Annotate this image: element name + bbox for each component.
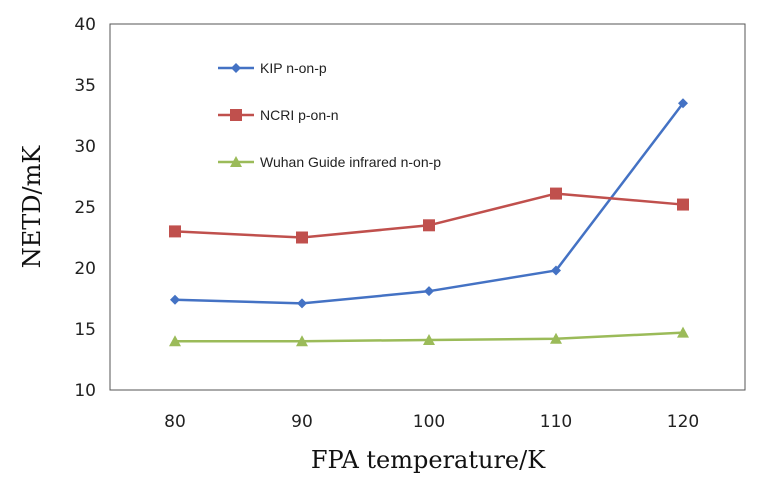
y-tick-label: 40	[74, 15, 96, 35]
y-tick-label: 10	[74, 381, 96, 401]
x-tick-label: 110	[540, 412, 572, 432]
legend-marker	[230, 109, 242, 121]
series-line	[174, 102, 684, 305]
data-point	[551, 265, 561, 276]
data-point	[550, 332, 562, 344]
x-axis-title: FPA temperature/K	[311, 446, 546, 474]
data-point	[678, 98, 688, 109]
legend-label: Wuhan Guide infrared n-on-p	[260, 154, 441, 170]
data-point	[677, 326, 689, 338]
x-tick-label: 80	[164, 412, 186, 432]
data-point	[423, 333, 435, 345]
data-point	[296, 231, 308, 244]
data-point	[423, 219, 435, 232]
legend-label: NCRI p-on-n	[260, 107, 339, 123]
y-tick-label: 35	[74, 76, 96, 96]
y-axis-title: NETD/mK	[18, 145, 46, 269]
y-tick-label: 25	[74, 198, 96, 218]
legend-entry: Wuhan Guide infrared n-on-p	[218, 154, 441, 170]
series-2	[169, 187, 689, 244]
data-point	[170, 294, 180, 305]
data-point	[296, 335, 308, 347]
data-point	[677, 198, 689, 211]
y-tick-label: 30	[74, 137, 96, 157]
plot-area-border	[109, 23, 746, 391]
y-tick-label: 15	[74, 320, 96, 340]
legend-entry: KIP n-on-p	[218, 60, 327, 76]
x-tick-label: 90	[291, 412, 313, 432]
series-1	[170, 98, 688, 309]
series-3	[169, 326, 689, 347]
data-point	[297, 298, 307, 309]
x-tick-label: 120	[667, 412, 699, 432]
legend-entry: NCRI p-on-n	[218, 107, 339, 123]
x-tick-label: 100	[413, 412, 445, 432]
legend-label: KIP n-on-p	[260, 60, 327, 76]
data-point	[169, 335, 181, 347]
legend-marker	[230, 156, 242, 167]
legend-marker	[231, 63, 241, 73]
data-point	[424, 286, 434, 297]
data-point	[169, 225, 181, 238]
y-tick-label: 20	[74, 259, 96, 279]
data-point	[550, 187, 562, 200]
